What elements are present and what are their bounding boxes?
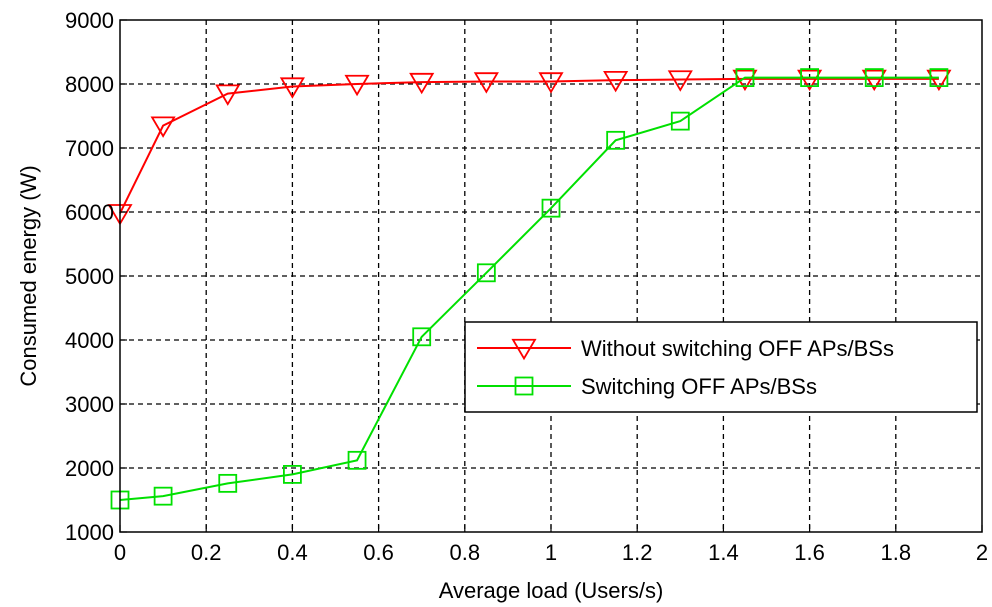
data-point — [347, 450, 367, 470]
legend-entry: Without switching OFF APs/BSs — [477, 336, 894, 361]
x-tick-label: 1.6 — [794, 540, 825, 565]
data-point — [215, 84, 241, 106]
x-tick-label: 2 — [976, 540, 988, 565]
data-point — [864, 68, 884, 87]
data-point — [929, 68, 949, 87]
y-tick-label: 8000 — [65, 72, 114, 97]
legend: Without switching OFF APs/BSs Switching O… — [464, 321, 978, 413]
y-tick-label: 1000 — [65, 520, 114, 545]
x-tick-label: 0.6 — [363, 540, 394, 565]
grid-lines — [120, 20, 982, 532]
legend-marker — [511, 338, 537, 361]
data-point — [797, 69, 823, 92]
data-point — [861, 69, 887, 92]
series-1 — [107, 69, 952, 226]
legend-label: Without switching OFF APs/BSs — [581, 336, 894, 361]
y-tick-label: 3000 — [65, 392, 114, 417]
y-tick-label: 9000 — [65, 8, 114, 33]
tick-labels: 0 0.2 0.4 0.6 0.8 1 1.2 1.4 1.6 1.8 2 1000 2000 3000 4… — [65, 8, 988, 565]
legend-entry: Switching OFF APs/BSs — [477, 374, 817, 399]
x-tick-label: 1.8 — [881, 540, 912, 565]
data-point — [282, 464, 302, 484]
x-tick-label: 1.4 — [708, 540, 739, 565]
data-point — [409, 72, 435, 95]
data-point — [606, 130, 626, 150]
series-layer — [107, 68, 952, 510]
data-point — [150, 116, 176, 138]
data-point — [541, 198, 561, 218]
y-axis-label: Consumed energy (W) — [16, 165, 41, 386]
legend-marker — [514, 376, 534, 396]
series-line — [119, 77, 939, 214]
y-tick-label: 5000 — [65, 264, 114, 289]
series-line — [119, 76, 939, 501]
data-point — [218, 473, 238, 493]
x-tick-label: 0.8 — [450, 540, 481, 565]
series-2 — [110, 68, 949, 510]
data-point — [670, 111, 690, 131]
data-point — [800, 68, 819, 87]
x-tick-label: 1 — [545, 540, 557, 565]
data-point — [926, 69, 952, 92]
y-tick-label: 4000 — [65, 328, 114, 353]
data-point — [344, 74, 370, 97]
data-point — [735, 68, 755, 87]
x-tick-label: 1.2 — [622, 540, 653, 565]
data-point — [538, 72, 564, 94]
legend-label: Switching OFF APs/BSs — [581, 374, 817, 399]
data-point — [412, 327, 432, 347]
data-point — [476, 263, 496, 283]
x-tick-label: 0.4 — [277, 540, 308, 565]
data-point — [667, 70, 693, 92]
data-point — [603, 71, 629, 93]
data-point — [153, 486, 173, 506]
x-tick-label: 0 — [114, 540, 126, 565]
y-tick-label: 2000 — [65, 456, 114, 481]
data-point — [473, 72, 499, 94]
y-tick-label: 6000 — [65, 200, 114, 225]
data-point — [732, 69, 758, 92]
data-point — [279, 77, 305, 99]
y-tick-label: 7000 — [65, 136, 114, 161]
x-tick-label: 0.2 — [191, 540, 222, 565]
x-axis-label: Average load (Users/s) — [439, 578, 664, 603]
legend-box — [464, 321, 978, 413]
